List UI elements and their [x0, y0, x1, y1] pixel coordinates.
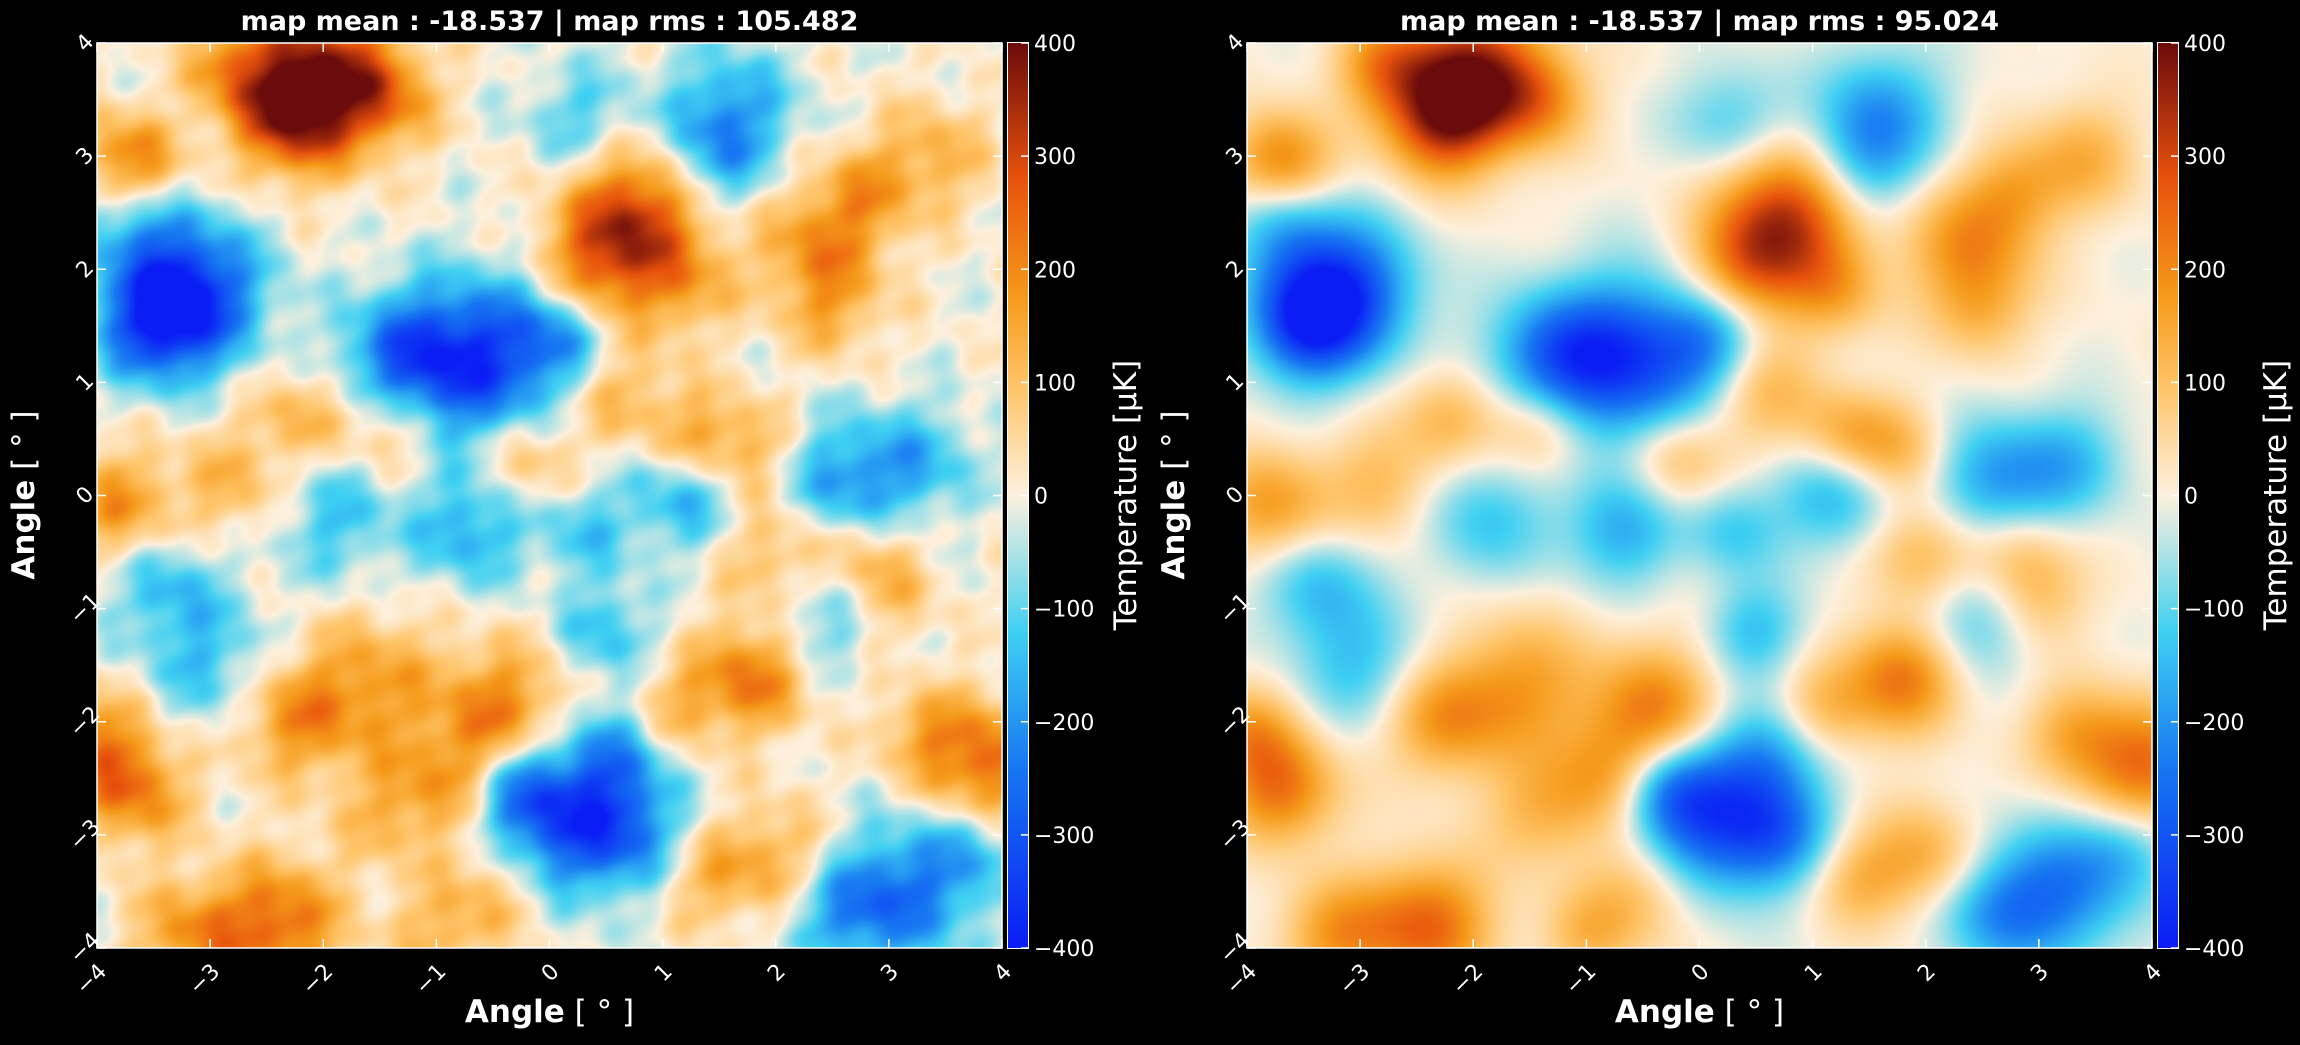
y-tick-label: −2 — [1215, 702, 1256, 743]
y-tick-label: −4 — [1215, 928, 1256, 969]
x-axis-label-unit: [ ° ] — [564, 994, 635, 1030]
y-tick-label: −1 — [65, 589, 106, 630]
y-tick-label: −2 — [65, 702, 106, 743]
chart-title: map mean : -18.537 | map rms : 105.482 — [240, 6, 859, 37]
x-tick-label: 2 — [1913, 959, 1941, 987]
x-axis-label-name: Angle — [1614, 994, 1715, 1030]
x-tick-label: 0 — [1687, 959, 1715, 987]
x-tick-label: 4 — [2139, 959, 2167, 987]
colorbar-tick-label: 200 — [2184, 258, 2226, 283]
colorbar-tick-label: 400 — [2184, 32, 2226, 57]
colorbar-tick-label: −200 — [1034, 711, 1094, 736]
x-axis-label-unit: [ ° ] — [1714, 994, 1785, 1030]
y-tick-label: −3 — [1215, 815, 1256, 856]
y-tick-label: −3 — [65, 815, 106, 856]
y-tick-label: 3 — [72, 143, 100, 171]
y-tick-label: 2 — [1222, 256, 1250, 284]
y-axis-label: Angle [ ° ] — [5, 410, 43, 579]
colorbar-label: Temperature [μK] — [2258, 359, 2294, 631]
y-tick-label: −4 — [65, 928, 106, 969]
colorbar-tick-label: 100 — [1034, 371, 1076, 396]
x-tick-label: 4 — [989, 959, 1017, 987]
right-chart-panel: map mean : -18.537 | map rms : 95.024 −4… — [1150, 0, 2300, 1045]
colorbar-tick-label: 300 — [2184, 145, 2226, 170]
x-axis-label: Angle [ ° ] — [1247, 993, 2152, 1031]
x-tick-label: 1 — [1800, 959, 1828, 987]
colorbar-tick-label: −400 — [1034, 937, 1094, 962]
y-tick-label: 4 — [1222, 30, 1250, 58]
colorbar-tick-label: 0 — [2184, 485, 2198, 510]
y-tick-label: 0 — [72, 482, 100, 510]
y-tick-label: 4 — [72, 30, 100, 58]
y-axis-label-name: Angle — [6, 479, 42, 580]
colorbar-tick-label: 100 — [2184, 371, 2226, 396]
x-axis-label-name: Angle — [464, 994, 565, 1030]
y-tick-label: 3 — [1222, 143, 1250, 171]
y-axis-label-unit: [ ° ] — [6, 410, 42, 480]
chart-title: map mean : -18.537 | map rms : 95.024 — [1399, 6, 1999, 37]
colorbar-tick-label: −100 — [2184, 598, 2244, 623]
y-tick-label: 0 — [1222, 482, 1250, 510]
colorbar-tick-label: 0 — [1034, 485, 1048, 510]
colorbar-label: Temperature [μK] — [1108, 359, 1144, 631]
x-tick-label: 0 — [537, 959, 565, 987]
colorbar-tick-label: −200 — [2184, 711, 2244, 736]
y-axis-label-unit: [ ° ] — [1156, 410, 1192, 480]
y-axis-label-name: Angle — [1156, 479, 1192, 580]
colorbar-tick-label: 400 — [1034, 32, 1076, 57]
colorbar-tick-label: −400 — [2184, 937, 2244, 962]
x-tick-label: 2 — [763, 959, 791, 987]
colorbar-tick-label: 200 — [1034, 258, 1076, 283]
colorbar-tick-label: −100 — [1034, 598, 1094, 623]
colorbar-tick-label: −300 — [2184, 824, 2244, 849]
temperature-heatmap — [97, 43, 1002, 948]
x-tick-label: 3 — [876, 959, 904, 987]
x-tick-label: 3 — [2026, 959, 2054, 987]
colorbar-tick-label: −300 — [1034, 824, 1094, 849]
left-chart-panel: map mean : -18.537 | map rms : 105.482 −… — [5, 6, 1144, 1031]
colorbar-tick-label: 300 — [1034, 145, 1076, 170]
temperature-heatmap — [1247, 43, 2152, 948]
y-tick-label: 1 — [72, 369, 100, 397]
x-tick-label: 1 — [650, 959, 678, 987]
x-axis-label: Angle [ ° ] — [97, 993, 1002, 1031]
y-tick-label: 2 — [72, 256, 100, 284]
plot-frame — [96, 42, 1003, 949]
y-axis-label: Angle [ ° ] — [1155, 410, 1193, 579]
y-tick-label: 1 — [1222, 369, 1250, 397]
y-tick-label: −1 — [1215, 589, 1256, 630]
plot-frame — [1246, 42, 2153, 949]
